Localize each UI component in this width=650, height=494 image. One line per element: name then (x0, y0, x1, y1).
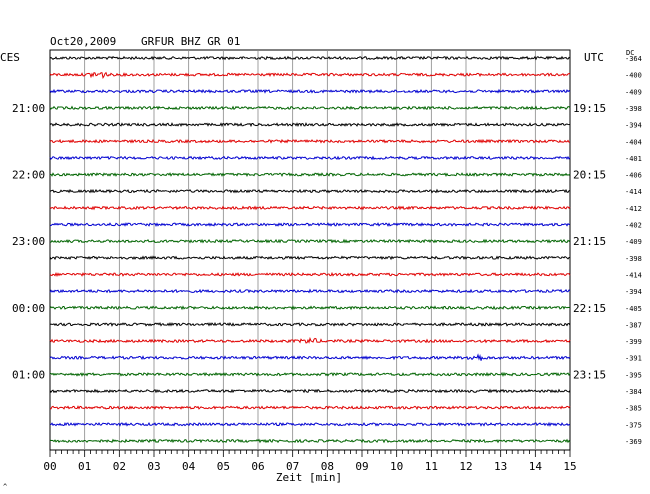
dc-offset-label: -402 (625, 222, 642, 230)
left-time-label: 21:00 (12, 102, 45, 115)
right-time-label: 20:15 (573, 169, 606, 182)
x-tick-label: 14 (529, 460, 543, 473)
trace-line-0 (49, 55, 571, 61)
trace-line-19 (49, 371, 571, 378)
dc-offset-label: -398 (625, 105, 642, 113)
trace-line-23 (49, 438, 571, 444)
dc-offset-label: -387 (625, 321, 642, 329)
x-axis-label: Zeit [min] (276, 471, 342, 484)
left-timezone-label: CES (0, 51, 20, 64)
left-time-label: 00:00 (12, 302, 45, 315)
header-date: Oct20,2009 (50, 35, 116, 48)
right-timezone-label: UTC (584, 51, 604, 64)
dc-offset-label: -414 (625, 188, 642, 196)
x-tick-label: 07 (286, 460, 299, 473)
trace-line-6 (49, 155, 571, 161)
trace-line-3 (49, 105, 571, 111)
footer-mark: ^ (3, 483, 7, 491)
dc-offset-label: -394 (625, 122, 642, 130)
dc-offset-label: -385 (625, 405, 642, 413)
left-time-label: 23:00 (12, 235, 45, 248)
dc-offset-label: -369 (625, 438, 642, 446)
x-tick-label: 15 (563, 460, 576, 473)
x-tick-label: 08 (321, 460, 334, 473)
x-tick-label: 03 (147, 460, 160, 473)
dc-header-label: DC (626, 49, 634, 57)
trace-line-14 (49, 288, 571, 294)
trace-line-10 (49, 222, 571, 227)
x-tick-label: 12 (459, 460, 472, 473)
trace-line-4 (49, 122, 571, 128)
dc-offset-label: -404 (625, 138, 642, 146)
x-tick-label: 13 (494, 460, 507, 473)
trace-line-11 (49, 238, 571, 244)
local-time-labels: 21:00 22:00 23:00 00:00 01:00 (12, 102, 45, 381)
dc-offset-label: -409 (625, 238, 642, 246)
header-station: GRFUR BHZ GR 01 (141, 35, 240, 48)
dc-offset-labels: -364 -400 -409 -398 -394 -404 -401 -406 -414 -412… (625, 55, 642, 446)
x-tick-label: 01 (78, 460, 91, 473)
trace-line-7 (49, 172, 571, 178)
trace-line-21 (49, 405, 571, 411)
dc-offset-label: -406 (625, 172, 642, 180)
dc-offset-label: -394 (625, 288, 642, 296)
x-tick-label: 00 (43, 460, 56, 473)
trace-line-20 (49, 388, 571, 394)
right-time-label: 22:15 (573, 302, 606, 315)
utc-time-labels: 19:15 20:15 21:15 22:15 23:15 (573, 102, 606, 381)
trace-line-15 (49, 305, 571, 311)
dc-offset-label: -375 (625, 421, 642, 429)
dc-offset-label: -391 (625, 355, 642, 363)
dc-offset-label: -398 (625, 255, 642, 263)
trace-line-1 (49, 71, 571, 80)
minute-gridlines (84, 50, 536, 450)
x-tick-label: 04 (182, 460, 196, 473)
seismic-traces (49, 55, 571, 444)
trace-line-16 (49, 321, 571, 327)
dc-offset-label: -401 (625, 155, 642, 163)
dc-offset-label: -409 (625, 88, 642, 96)
dc-offset-label: -414 (625, 271, 642, 279)
right-time-label: 19:15 (573, 102, 606, 115)
right-time-label: 21:15 (573, 235, 606, 248)
right-time-label: 23:15 (573, 368, 606, 381)
dc-offset-label: -412 (625, 205, 642, 213)
trace-line-9 (49, 205, 571, 211)
x-tick-label: 10 (390, 460, 403, 473)
left-time-label: 01:00 (12, 368, 45, 381)
dc-offset-label: -405 (625, 305, 642, 313)
trace-line-12 (49, 255, 571, 261)
trace-line-2 (49, 88, 571, 94)
x-tick-label: 11 (425, 460, 438, 473)
dc-offset-label: -400 (625, 72, 642, 80)
x-tick-label: 05 (217, 460, 230, 473)
left-time-label: 22:00 (12, 169, 45, 182)
x-tick-label: 02 (113, 460, 126, 473)
trace-line-17 (49, 336, 571, 344)
dc-offset-label: -399 (625, 338, 642, 346)
dc-offset-label: -364 (625, 55, 642, 63)
dc-offset-label: -395 (625, 371, 642, 379)
x-axis-ticks: 00 01 02 03 04 05 06 07 08 09 10 11 12 13 14 15 (43, 450, 577, 473)
dc-offset-label: -384 (625, 388, 642, 396)
trace-line-5 (49, 138, 571, 144)
trace-line-22 (49, 421, 571, 427)
x-tick-label: 09 (355, 460, 368, 473)
trace-line-13 (49, 271, 571, 277)
x-tick-label: 06 (251, 460, 264, 473)
trace-line-8 (49, 188, 571, 194)
trace-line-18 (49, 353, 571, 361)
